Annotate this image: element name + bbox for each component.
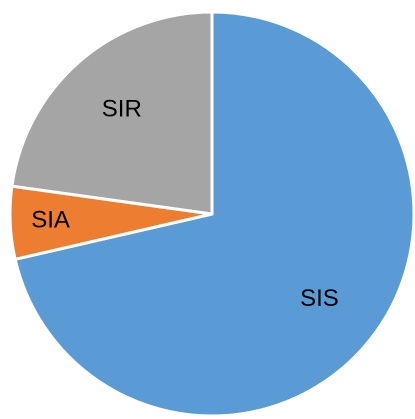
slice-label: SIR [102,96,142,123]
pie-slice [13,10,415,418]
pie-slice [10,10,214,216]
slice-label: SIS [300,285,339,312]
slice-label: SIA [31,206,70,233]
